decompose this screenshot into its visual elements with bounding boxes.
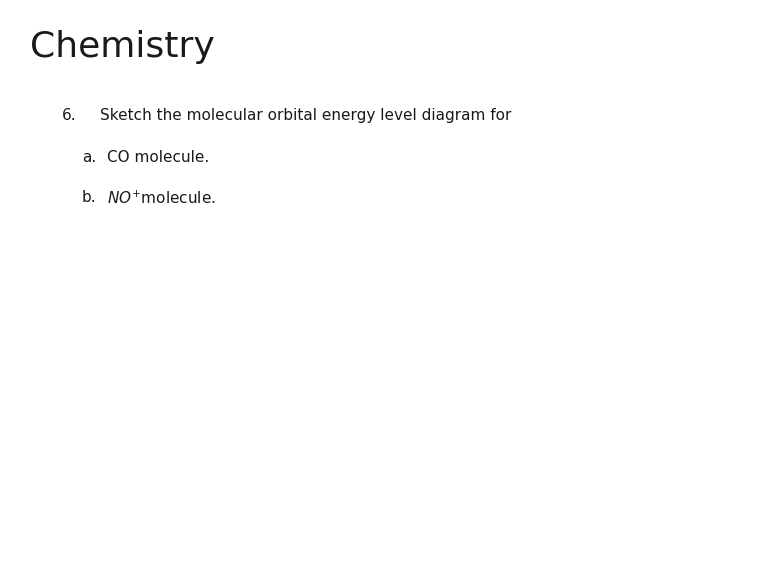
Text: CO molecule.: CO molecule. [107,150,209,165]
Text: b.: b. [82,190,97,205]
Text: a.: a. [82,150,96,165]
Text: $\mathit{NO}^{+}$molecule.: $\mathit{NO}^{+}$molecule. [107,190,216,207]
Text: 6.: 6. [62,108,77,123]
Text: Sketch the molecular orbital energy level diagram for: Sketch the molecular orbital energy leve… [100,108,511,123]
Text: Chemistry: Chemistry [30,30,215,64]
